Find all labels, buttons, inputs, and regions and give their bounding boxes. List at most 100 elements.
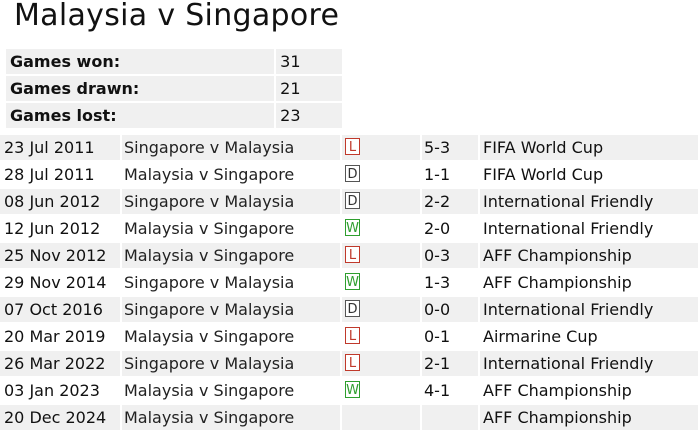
competition-name: International Friendly <box>483 300 654 319</box>
match-link-cell: Malaysia v Singapore <box>124 162 294 187</box>
match-score: 0-0 <box>424 300 451 319</box>
column-divider <box>420 189 422 214</box>
games-lost-label: Games lost: <box>6 103 277 128</box>
match-date: 08 Jun 2012 <box>4 192 101 211</box>
competition-name-cell: AFF Championship <box>483 243 632 268</box>
column-divider <box>478 324 480 349</box>
match-link[interactable]: Singapore v Malaysia <box>124 300 295 319</box>
match-link-cell: Singapore v Malaysia <box>124 270 294 295</box>
match-link[interactable]: Malaysia v Singapore <box>124 219 295 238</box>
competition-name-cell: FIFA World Cup <box>483 162 603 187</box>
match-score-cell: 0-3 <box>424 243 450 268</box>
table-row: 20 Dec 2024 Malaysia v Singapore AFF Champ… <box>0 405 698 430</box>
result-badge: L <box>345 354 360 371</box>
match-link[interactable]: Singapore v Malaysia <box>124 192 295 211</box>
column-divider <box>340 351 342 376</box>
match-date: 25 Nov 2012 <box>4 246 107 265</box>
table-row: 25 Nov 2012 Malaysia v Singapore L 0-3 AFF C… <box>0 243 698 268</box>
match-date: 26 Mar 2022 <box>4 354 106 373</box>
result-badge-cell: D <box>345 189 360 214</box>
match-date-cell: 20 Dec 2024 <box>4 405 106 430</box>
match-date-cell: 03 Jan 2023 <box>4 378 100 403</box>
table-row: 03 Jan 2023 Malaysia v Singapore W 4-1 AFF C… <box>0 378 698 403</box>
table-row: 08 Jun 2012 Singapore v Malaysia D 2-2 Inter… <box>0 189 698 214</box>
result-badge: L <box>345 327 360 344</box>
column-divider <box>340 162 342 187</box>
result-badge: L <box>345 246 360 263</box>
match-date-cell: 25 Nov 2012 <box>4 243 106 268</box>
column-divider <box>340 270 342 295</box>
competition-name: International Friendly <box>483 219 654 238</box>
match-link[interactable]: Singapore v Malaysia <box>124 354 295 373</box>
match-link[interactable]: Malaysia v Singapore <box>124 408 295 427</box>
match-link[interactable]: Malaysia v Singapore <box>124 246 295 265</box>
table-row: 23 Jul 2011 Singapore v Malaysia L 5-3 FIFA … <box>0 135 698 160</box>
match-link-cell: Singapore v Malaysia <box>124 297 294 322</box>
result-badge: W <box>345 273 360 290</box>
result-badge-cell: D <box>345 297 360 322</box>
column-divider <box>120 378 122 403</box>
match-score-cell: 2-1 <box>424 351 450 376</box>
match-link[interactable]: Malaysia v Singapore <box>124 381 295 400</box>
page-title: Malaysia v Singapore <box>14 0 340 33</box>
games-drawn-value: 21 <box>276 76 342 101</box>
match-score: 2-2 <box>424 192 451 211</box>
column-divider <box>340 216 342 241</box>
result-badge: W <box>345 381 360 398</box>
match-link-cell: Malaysia v Singapore <box>124 405 294 430</box>
result-badge: L <box>345 138 360 155</box>
match-score: 1-3 <box>424 273 451 292</box>
match-score-cell: 4-1 <box>424 378 450 403</box>
table-row: 29 Nov 2014 Singapore v Malaysia W 1-3 AFF C… <box>0 270 698 295</box>
match-score: 0-1 <box>424 327 451 346</box>
match-score-cell: 1-3 <box>424 270 450 295</box>
match-date-cell: 29 Nov 2014 <box>4 270 106 295</box>
competition-name-cell: International Friendly <box>483 216 653 241</box>
result-badge-cell: W <box>345 216 360 241</box>
match-date: 28 Jul 2011 <box>4 165 95 184</box>
column-divider <box>478 270 480 295</box>
result-badge-cell: W <box>345 270 360 295</box>
column-divider <box>340 405 342 430</box>
match-score-cell: 0-1 <box>424 324 450 349</box>
match-score: 2-0 <box>424 219 451 238</box>
match-link[interactable]: Singapore v Malaysia <box>124 273 295 292</box>
competition-name: AFF Championship <box>483 408 632 427</box>
match-link[interactable]: Malaysia v Singapore <box>124 165 295 184</box>
result-badge: W <box>345 219 360 236</box>
column-divider <box>478 135 480 160</box>
column-divider <box>120 189 122 214</box>
result-badge-cell: L <box>345 351 360 376</box>
column-divider <box>340 324 342 349</box>
competition-name-cell: AFF Championship <box>483 270 632 295</box>
column-divider <box>120 135 122 160</box>
column-divider <box>478 189 480 214</box>
match-date: 29 Nov 2014 <box>4 273 107 292</box>
match-date-cell: 26 Mar 2022 <box>4 351 105 376</box>
column-divider <box>420 378 422 403</box>
match-date: 07 Oct 2016 <box>4 300 103 319</box>
column-divider <box>420 297 422 322</box>
column-divider <box>120 324 122 349</box>
column-divider <box>420 324 422 349</box>
column-divider <box>478 162 480 187</box>
games-drawn-label: Games drawn: <box>6 76 277 101</box>
match-link-cell: Malaysia v Singapore <box>124 378 294 403</box>
head-to-head-summary: Games won: 31 Games drawn: 21 Games lost… <box>6 47 342 130</box>
column-divider <box>120 216 122 241</box>
column-divider <box>120 162 122 187</box>
column-divider <box>420 270 422 295</box>
column-divider <box>120 351 122 376</box>
competition-name: AFF Championship <box>483 381 632 400</box>
match-link[interactable]: Singapore v Malaysia <box>124 138 295 157</box>
match-link[interactable]: Malaysia v Singapore <box>124 327 295 346</box>
match-score: 1-1 <box>424 165 451 184</box>
column-divider <box>120 270 122 295</box>
match-link-cell: Singapore v Malaysia <box>124 135 294 160</box>
column-divider <box>478 297 480 322</box>
competition-name-cell: Airmarine Cup <box>483 324 598 349</box>
summary-row-won: Games won: 31 <box>6 49 342 74</box>
match-score: 0-3 <box>424 246 451 265</box>
table-row: 20 Mar 2019 Malaysia v Singapore L 0-1 Airma… <box>0 324 698 349</box>
column-divider <box>120 297 122 322</box>
